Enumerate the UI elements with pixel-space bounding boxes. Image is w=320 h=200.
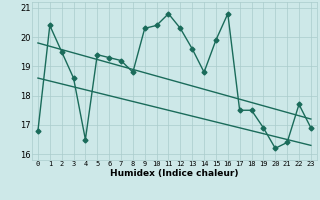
X-axis label: Humidex (Indice chaleur): Humidex (Indice chaleur) [110,169,239,178]
